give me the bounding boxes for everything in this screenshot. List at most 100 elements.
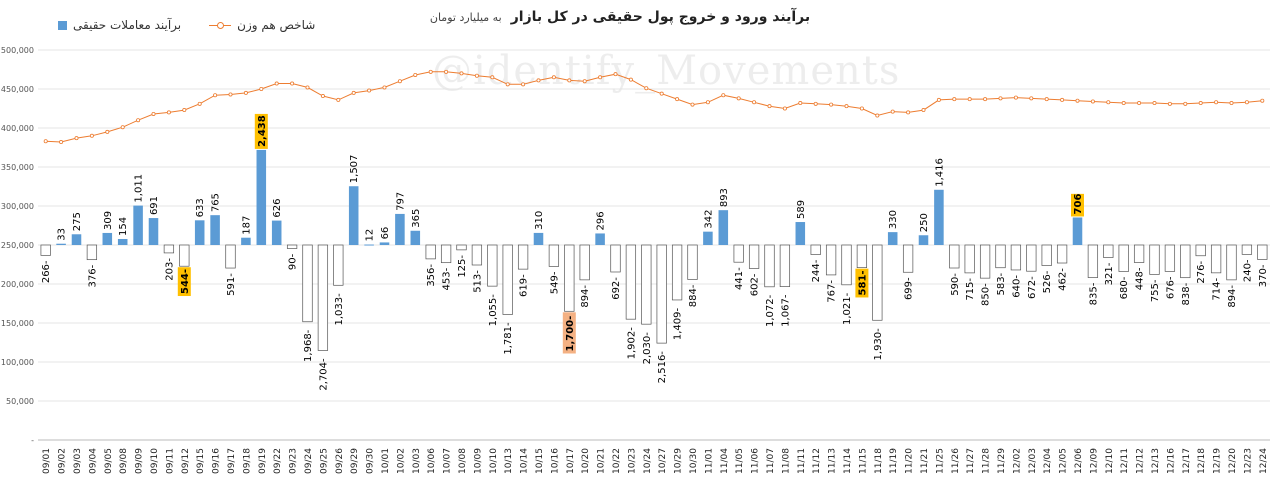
data-label-group: 1,011	[134, 174, 145, 203]
data-label: 250	[919, 213, 930, 232]
bar	[502, 244, 513, 315]
bar	[533, 232, 544, 245]
data-label: 544-	[180, 269, 191, 294]
index-point	[967, 97, 972, 102]
bar	[748, 244, 760, 269]
index-point	[721, 93, 726, 98]
data-label: 448-	[1135, 267, 1146, 290]
chart-subtitle: به میلیارد تومان	[429, 11, 502, 24]
data-label-group: 376-	[87, 264, 98, 287]
index-point	[89, 133, 94, 138]
bar	[1026, 244, 1037, 272]
index-point	[952, 97, 957, 102]
index-point	[1044, 97, 1049, 102]
data-label-highlight	[562, 312, 576, 354]
data-label-group: 894-	[580, 285, 591, 308]
data-label: 1,700-	[565, 316, 576, 352]
data-label: 893	[719, 188, 730, 207]
data-label: 619-	[519, 274, 530, 297]
bar	[918, 235, 929, 245]
data-label: 581-	[857, 270, 868, 295]
data-label: 2,516-	[657, 351, 668, 384]
bar	[410, 230, 421, 245]
x-tick-label: 11/07	[766, 448, 776, 474]
data-label: 589	[796, 200, 807, 219]
bar	[102, 232, 113, 245]
x-tick-label: 10/20	[581, 448, 591, 474]
data-label-group: 767-	[827, 280, 838, 303]
index-point	[1152, 101, 1157, 106]
x-tick-label: 12/11	[1120, 448, 1130, 474]
x-tick-label: 11/14	[843, 448, 853, 474]
x-tick-label: 10/01	[381, 448, 391, 474]
x-tick-label: 12/12	[1136, 448, 1146, 474]
data-label-highlight	[1071, 193, 1084, 217]
bar	[148, 218, 159, 245]
data-label-group: 276-	[1196, 260, 1207, 283]
data-label-group: 1,700-	[562, 312, 576, 354]
data-label: 90-	[288, 253, 299, 270]
bar	[379, 242, 390, 245]
index-point	[1090, 99, 1095, 104]
data-label-group: 356-	[426, 264, 437, 287]
index-point	[120, 125, 125, 130]
bar	[825, 244, 837, 276]
bar	[625, 244, 637, 320]
data-label-group: 1,072-	[765, 294, 776, 327]
bar	[1103, 244, 1114, 258]
x-tick-label: 10/07	[443, 448, 453, 474]
bar	[564, 244, 575, 312]
index-point	[782, 106, 787, 111]
data-label: 1,072-	[765, 294, 776, 327]
index-point	[705, 100, 710, 105]
x-tick-label: 11/27	[966, 448, 976, 474]
bar	[979, 244, 991, 279]
data-label: 154	[118, 217, 129, 236]
legend-item-bars: برآیند معاملات حقیقی	[58, 18, 181, 32]
x-tick-label: 09/01	[42, 448, 52, 474]
data-label-group: 12	[365, 229, 376, 242]
index-point	[1244, 100, 1249, 105]
data-label-group: 581-	[855, 268, 869, 298]
data-label-group: 583-	[996, 272, 1007, 295]
data-label: 755-	[1150, 279, 1161, 302]
legend-line-swatch	[209, 21, 232, 30]
data-label: 676-	[1165, 276, 1176, 299]
x-tick-label: 10/09	[473, 448, 483, 474]
index-point	[1121, 101, 1126, 106]
x-tick-label: 12/10	[1105, 448, 1115, 474]
x-tick-label: 11/28	[982, 448, 992, 474]
data-label: 365	[411, 209, 422, 228]
x-tick-label: 09/17	[227, 448, 237, 474]
bar	[440, 244, 452, 264]
data-label-highlight	[177, 267, 191, 297]
legend-item-line: شاخص هم وزن	[209, 18, 315, 32]
watermark: @identify_Movements	[432, 48, 901, 94]
legend-bar-swatch	[58, 20, 67, 30]
data-label: 309	[103, 211, 114, 230]
x-tick-label: 09/24	[304, 448, 314, 474]
x-tick-label: 11/19	[889, 448, 899, 474]
bar	[425, 244, 436, 260]
data-label-group: 699-	[904, 277, 915, 300]
bar	[471, 244, 483, 266]
bar	[163, 244, 175, 254]
data-label: 187	[241, 216, 252, 235]
x-tick-label: 10/08	[458, 448, 468, 474]
x-tick-label: 10/27	[658, 448, 668, 474]
index-point	[1183, 101, 1188, 106]
data-label-group: 526-	[1042, 270, 1053, 293]
data-label: 276-	[1196, 260, 1207, 283]
bar	[1257, 244, 1268, 260]
data-label-group: 296	[596, 211, 607, 230]
x-tick-label: 10/14	[520, 448, 530, 474]
index-point	[844, 104, 849, 109]
bar	[56, 243, 66, 245]
data-label: 884-	[688, 284, 699, 307]
x-tick-label: 09/22	[273, 448, 283, 474]
index-point	[752, 100, 757, 105]
x-tick-label: 09/08	[119, 448, 129, 474]
data-label-group: 894-	[1227, 285, 1238, 308]
data-label: 850-	[981, 283, 992, 306]
index-point	[1167, 101, 1172, 106]
